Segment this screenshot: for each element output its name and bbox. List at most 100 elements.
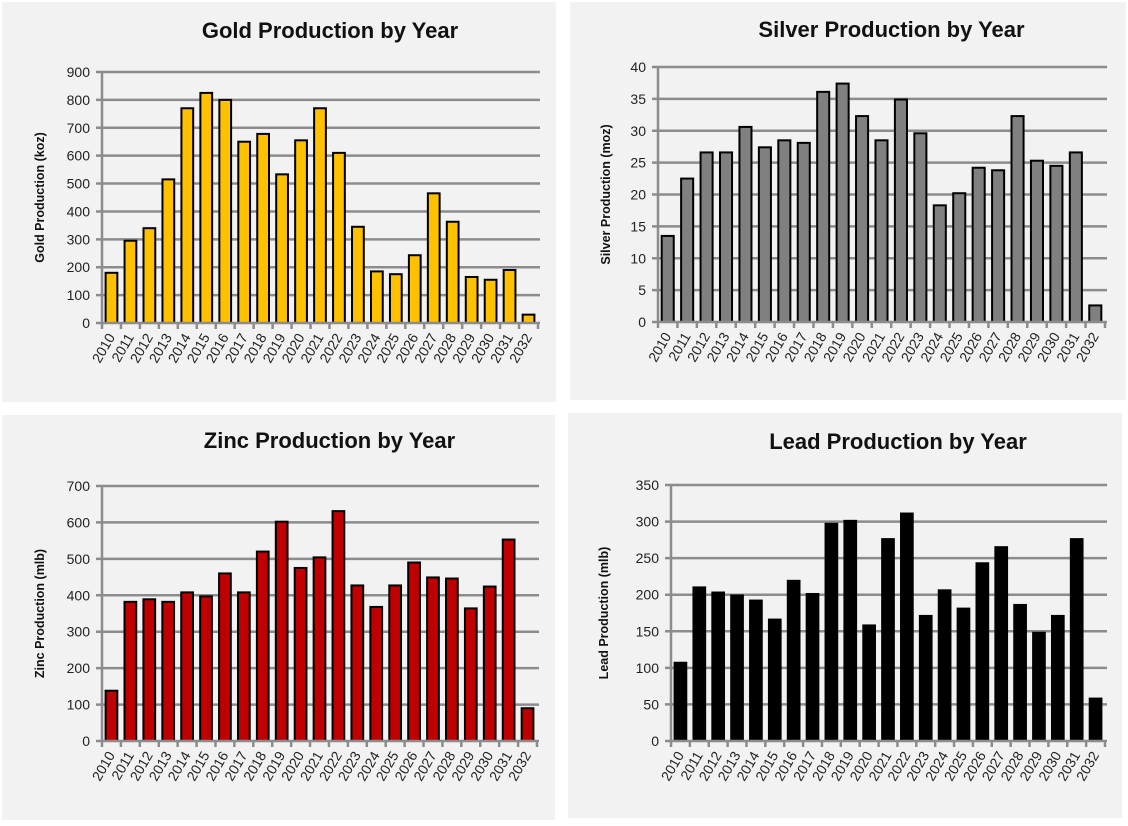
bar-2029 xyxy=(464,275,479,325)
bar-2029 xyxy=(1032,631,1046,742)
y-tick-label: 400 xyxy=(67,203,91,219)
bar-2013 xyxy=(718,151,734,323)
y-tick-label: 5 xyxy=(638,282,646,298)
bar-2031 xyxy=(502,269,517,324)
bar-2022 xyxy=(331,510,346,742)
bar-2029 xyxy=(463,607,478,742)
bar-2012 xyxy=(711,591,726,742)
bar-2031 xyxy=(1068,151,1083,323)
y-axis-label: Silver Production (moz) xyxy=(599,124,613,264)
bar-2015 xyxy=(767,618,782,742)
bar-2026 xyxy=(407,254,422,324)
bar-2015 xyxy=(199,595,213,742)
bar-2014 xyxy=(738,125,753,323)
bar-2014 xyxy=(749,599,763,742)
bar-2020 xyxy=(855,115,870,324)
zinc-chart-panel: Zinc Production by Year Zinc Production (… xyxy=(2,415,555,820)
y-tick-label: 900 xyxy=(67,64,91,80)
y-tick-label: 15 xyxy=(630,218,646,234)
bar-2011 xyxy=(680,177,695,323)
bar-2017 xyxy=(796,141,811,323)
bar-2010 xyxy=(660,234,675,323)
bar-2031 xyxy=(1069,538,1084,742)
bar-2013 xyxy=(730,594,744,742)
bar-2017 xyxy=(805,592,820,742)
bar-2027 xyxy=(426,576,440,742)
bar-2022 xyxy=(893,98,908,323)
bar-2016 xyxy=(786,579,801,742)
bar-2010 xyxy=(104,689,119,743)
bar-2011 xyxy=(123,600,138,742)
bar-2020 xyxy=(294,139,308,324)
bar-2028 xyxy=(445,577,459,742)
gold-chart-panel: Gold Production by Year Gold Production (… xyxy=(2,2,556,402)
y-tick-label: 600 xyxy=(67,514,91,530)
y-axis-label: Gold Production (koz) xyxy=(33,132,47,263)
bar-2030 xyxy=(483,278,498,324)
bar-2030 xyxy=(1050,614,1065,743)
zinc-chart: Zinc Production by Year Zinc Production (… xyxy=(33,428,539,783)
y-axis-label: Zinc Production (mlb) xyxy=(33,549,47,678)
bar-2017 xyxy=(236,591,251,742)
y-tick-label: 800 xyxy=(67,92,91,108)
bar-2018 xyxy=(824,522,839,742)
bar-2024 xyxy=(369,605,384,742)
bar-2016 xyxy=(777,139,792,323)
bar-2016 xyxy=(218,572,232,742)
bar-2011 xyxy=(692,586,707,742)
silver-chart: Silver Production by Year Silver Producti… xyxy=(599,17,1107,364)
y-tick-label: 150 xyxy=(636,623,660,639)
gold-chart: Gold Production by Year Gold Production (… xyxy=(33,18,540,365)
y-tick-label: 600 xyxy=(67,148,91,164)
bar-2024 xyxy=(932,204,947,323)
bar-2018 xyxy=(255,550,270,742)
bar-2017 xyxy=(237,140,252,324)
bar-2032 xyxy=(1088,697,1103,743)
y-tick-label: 50 xyxy=(643,696,659,712)
chart-title: Silver Production by Year xyxy=(758,17,1025,42)
bar-2027 xyxy=(426,192,441,324)
y-axis-label: Lead Production (mlb) xyxy=(597,547,611,680)
bar-2019 xyxy=(275,173,289,324)
bar-2028 xyxy=(445,220,460,324)
bar-2027 xyxy=(991,169,1006,323)
bar-2019 xyxy=(835,82,850,323)
bar-2026 xyxy=(971,166,986,323)
silver-chart-panel: Silver Production by Year Silver Producti… xyxy=(570,2,1126,400)
y-tick-label: 100 xyxy=(67,287,91,303)
bar-2029 xyxy=(1029,159,1045,323)
bar-2020 xyxy=(293,566,308,742)
bar-2013 xyxy=(161,600,176,742)
bar-2032 xyxy=(1088,304,1103,323)
y-tick-label: 700 xyxy=(67,478,91,494)
bar-2025 xyxy=(388,273,403,325)
y-tick-label: 300 xyxy=(636,514,660,530)
chart-title: Gold Production by Year xyxy=(202,18,459,43)
y-tick-label: 0 xyxy=(82,315,90,331)
bar-2016 xyxy=(218,98,233,324)
y-tick-label: 10 xyxy=(630,250,646,266)
y-tick-label: 250 xyxy=(636,550,660,566)
bar-2023 xyxy=(913,132,928,323)
y-tick-label: 500 xyxy=(67,176,91,192)
bar-2021 xyxy=(312,556,327,742)
bar-2027 xyxy=(994,546,1009,742)
bar-2014 xyxy=(180,591,194,742)
bar-2025 xyxy=(388,584,403,742)
y-tick-label: 500 xyxy=(67,551,91,567)
bar-2028 xyxy=(1013,603,1027,742)
bar-2030 xyxy=(1049,164,1064,323)
bar-2025 xyxy=(952,192,967,323)
bar-2021 xyxy=(881,538,895,742)
bar-2030 xyxy=(482,585,497,742)
y-tick-label: 35 xyxy=(630,91,646,107)
bar-2023 xyxy=(350,584,365,742)
lead-chart-panel: Lead Production by Year Lead Production (… xyxy=(568,413,1122,818)
bar-2018 xyxy=(256,132,271,324)
y-tick-label: 300 xyxy=(67,231,91,247)
bar-2018 xyxy=(816,90,831,323)
bar-2012 xyxy=(142,598,157,742)
y-tick-label: 400 xyxy=(67,587,91,603)
chart-title: Lead Production by Year xyxy=(769,429,1027,454)
bar-2024 xyxy=(369,270,384,324)
